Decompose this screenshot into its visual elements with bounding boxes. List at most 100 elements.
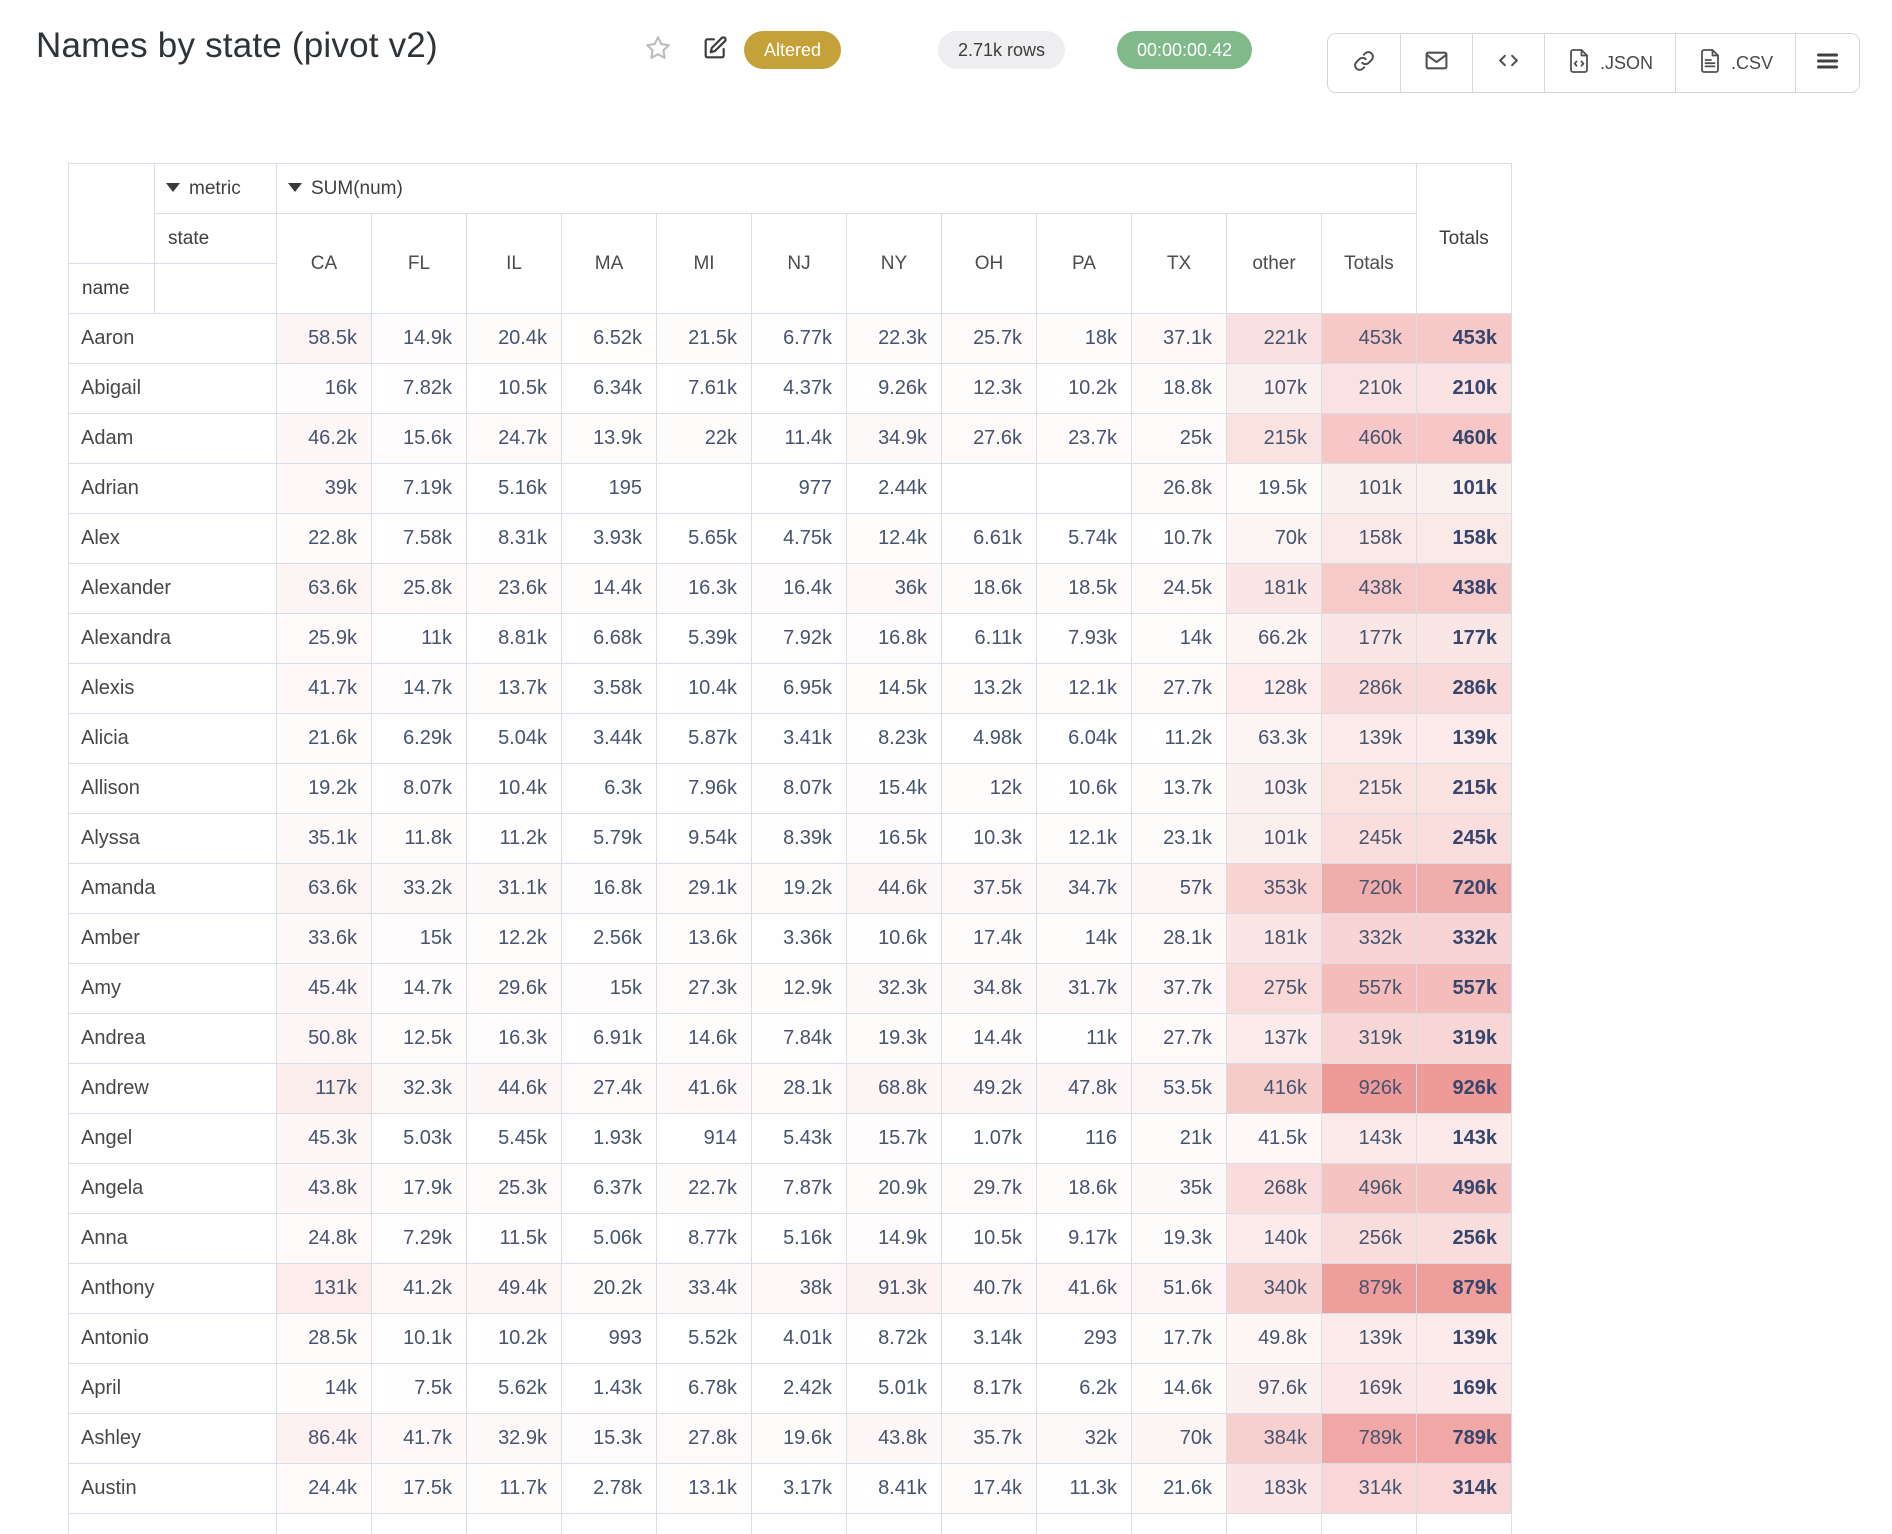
pivot-value-cell: 107k [1226,363,1322,414]
column-header-il[interactable]: IL [466,213,562,314]
column-header-ny[interactable]: NY [846,213,942,314]
pivot-value-cell: 101k [1321,463,1417,514]
row-name-cell [68,1513,277,1534]
pivot-value-cell: 14.9k [371,313,467,364]
favorite-star-button[interactable] [644,34,672,65]
pivot-value-cell: 34.8k [941,963,1037,1014]
download-json-button[interactable]: .JSON [1545,34,1677,92]
pivot-value-cell: 6.04k [1036,713,1132,764]
pivot-value-cell: 384k [1226,1413,1322,1464]
pivot-value-cell: 8.72k [846,1313,942,1364]
column-header-nj[interactable]: NJ [751,213,847,314]
pivot-value-cell: 131k [276,1263,372,1314]
pivot-value-cell: 11.5k [466,1213,562,1264]
pivot-value-cell: 45.3k [276,1113,372,1164]
pivot-value-cell: 5.39k [656,613,752,664]
pivot-value-cell: 16.3k [466,1013,562,1064]
table-row: Angela 43.8k 17.9k 25.3k 6.37k 22.7k 7.87k 20.9… [68,1163,1512,1214]
pivot-value-cell: 16.8k [561,863,657,914]
pivot-value-cell: 25.8k [371,563,467,614]
pivot-value-cell: 12.5k [371,1013,467,1064]
table-row [68,1513,1512,1534]
column-header-mi[interactable]: MI [656,213,752,314]
pivot-value-cell: 12.2k [466,913,562,964]
pivot-value-cell [656,463,752,514]
pivot-value-cell: 332k [1321,913,1417,964]
pivot-value-cell: 3.17k [751,1463,847,1514]
column-header-totals[interactable]: Totals [1321,213,1417,314]
pivot-value-cell: 9.26k [846,363,942,414]
pivot-value-cell: 8.07k [751,763,847,814]
pivot-value-cell: 25.3k [466,1163,562,1214]
row-grand-total-cell: 332k [1416,913,1512,964]
column-header-tx[interactable]: TX [1131,213,1227,314]
pivot-value-cell: 10.1k [371,1313,467,1364]
column-header-oh[interactable]: OH [941,213,1037,314]
pivot-value-cell: 4.37k [751,363,847,414]
table-row: Allison 19.2k 8.07k 10.4k 6.3k 7.96k 8.07k 15.4… [68,763,1512,814]
column-header-pa[interactable]: PA [1036,213,1132,314]
metric-dropdown[interactable]: metric [154,163,277,214]
row-grand-total-cell: 256k [1416,1213,1512,1264]
pivot-value-cell: 27.8k [656,1413,752,1464]
pivot-value-cell: 14.6k [1131,1363,1227,1414]
pivot-value-cell: 5.04k [466,713,562,764]
column-header-ma[interactable]: MA [561,213,657,314]
pivot-value-cell: 66.2k [1226,613,1322,664]
pivot-value-cell: 1.43k [561,1363,657,1414]
pivot-value-cell: 268k [1226,1163,1322,1214]
metric-dropdown-label: metric [189,177,241,199]
pivot-value-cell [1321,1513,1417,1534]
measure-dropdown-label: SUM(num) [311,177,403,199]
star-icon [644,36,672,65]
measure-dropdown[interactable]: SUM(num) [276,163,1417,214]
pivot-value-cell [941,463,1037,514]
pivot-value-cell: 37.5k [941,863,1037,914]
row-grand-total-cell: 177k [1416,613,1512,664]
row-grand-total-cell: 139k [1416,713,1512,764]
pivot-value-cell: 15k [371,913,467,964]
pivot-value-cell: 10.7k [1131,513,1227,564]
status-badge: Altered [744,31,842,69]
copy-link-button[interactable] [1328,34,1401,92]
pivot-value-cell: 22.3k [846,313,942,364]
pivot-value-cell: 10.6k [846,913,942,964]
pivot-value-cell: 15.3k [561,1413,657,1464]
pivot-value-cell: 19.2k [751,863,847,914]
column-header-other[interactable]: other [1226,213,1322,314]
pivot-value-cell: 34.9k [846,413,942,464]
row-grand-total-cell: 557k [1416,963,1512,1014]
pivot-value-cell: 18.8k [1131,363,1227,414]
pivot-value-cell: 11.3k [1036,1463,1132,1514]
row-grand-total-cell: 453k [1416,313,1512,364]
pivot-value-cell: 14.7k [371,963,467,1014]
pivot-value-cell: 3.93k [561,513,657,564]
row-name-cell: Anna [68,1213,277,1264]
menu-button[interactable] [1796,34,1860,92]
download-csv-button[interactable]: .CSV [1676,34,1797,92]
pivot-value-cell: 720k [1321,863,1417,914]
pivot-value-cell: 3.44k [561,713,657,764]
pivot-value-cell: 117k [276,1063,372,1114]
table-row: Adrian 39k 7.19k 5.16k 195 977 2.44k 26.8k 19.5k… [68,463,1512,514]
pivot-value-cell: 33.2k [371,863,467,914]
pivot-value-cell: 103k [1226,763,1322,814]
row-name-cell: Alyssa [68,813,277,864]
pivot-value-cell: 18.6k [941,563,1037,614]
pivot-value-cell: 11k [371,613,467,664]
email-button[interactable] [1401,34,1473,92]
pivot-value-cell: 24.8k [276,1213,372,1264]
row-name-cell: Alexis [68,663,277,714]
row-grand-total-cell: 210k [1416,363,1512,414]
pivot-value-cell: 14k [1131,613,1227,664]
pivot-value-cell: 14.4k [561,563,657,614]
edit-button[interactable] [702,35,728,64]
pivot-value-cell: 22.7k [656,1163,752,1214]
column-header-ca[interactable]: CA [276,213,372,314]
pivot-value-cell: 41.6k [1036,1263,1132,1314]
pivot-value-cell: 195 [561,463,657,514]
column-header-fl[interactable]: FL [371,213,467,314]
pivot-value-cell: 19.5k [1226,463,1322,514]
pivot-value-cell: 39k [276,463,372,514]
embed-code-button[interactable] [1473,34,1545,92]
